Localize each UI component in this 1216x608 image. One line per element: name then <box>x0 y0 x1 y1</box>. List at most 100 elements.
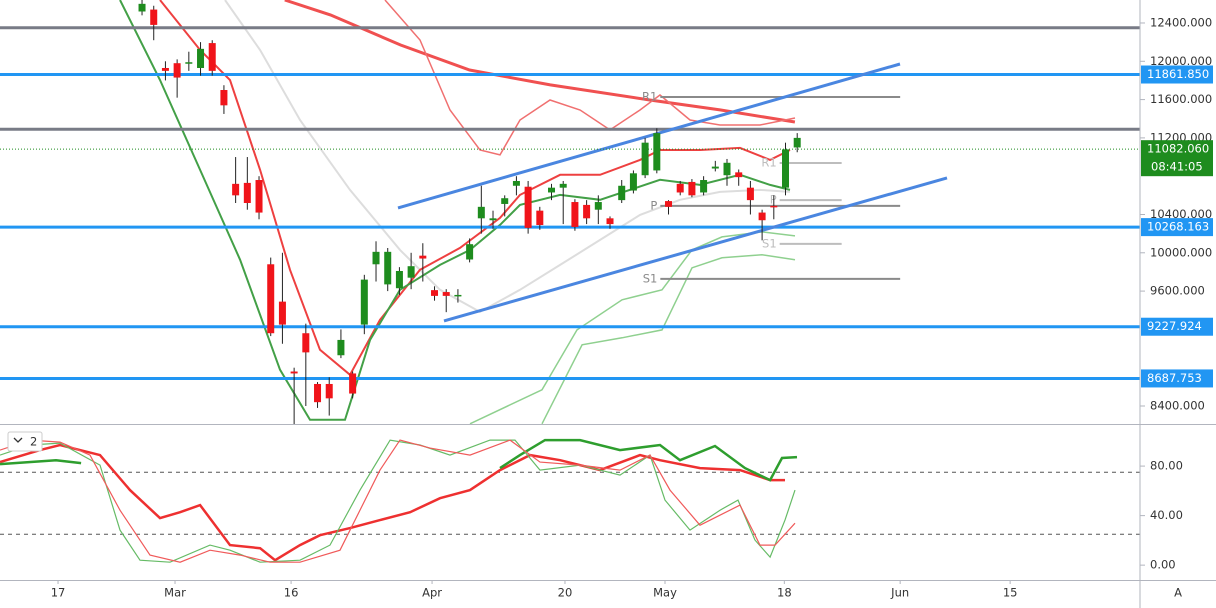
candle-body <box>723 162 731 176</box>
candle-body <box>466 244 474 260</box>
candle-body <box>243 182 251 203</box>
candle-body <box>489 218 497 221</box>
candle-body <box>477 206 485 219</box>
candle-body <box>395 270 403 289</box>
candle-body <box>138 3 146 12</box>
overlay-line <box>541 254 796 424</box>
pivot-label: P <box>770 193 777 207</box>
level-label: 10268.163 <box>1147 220 1209 234</box>
overlay-line <box>159 0 791 377</box>
candle-body <box>161 67 169 71</box>
osc-y-tick-label: 40.00 <box>1150 508 1183 522</box>
overlay-line <box>284 0 796 124</box>
oscillator-line <box>0 439 796 563</box>
candle-body <box>278 301 286 325</box>
y-tick-label: 10400.000 <box>1150 207 1212 221</box>
trendline <box>443 176 948 323</box>
level-label-box <box>1141 369 1213 388</box>
candle-body <box>442 292 450 296</box>
y-tick-label: 10000.000 <box>1150 245 1212 259</box>
x-tick-label: 16 <box>284 586 299 600</box>
overlay-line <box>224 0 791 314</box>
level-label-box <box>1141 218 1213 237</box>
candle-body <box>700 180 708 193</box>
candle-body <box>197 48 205 68</box>
candle-body <box>150 9 158 25</box>
candle-body <box>571 202 579 227</box>
candle-body <box>629 173 637 191</box>
y-tick-label: 12000.000 <box>1150 54 1212 68</box>
osc-y-tick-label: 80.00 <box>1150 459 1183 473</box>
level-label: 8687.753 <box>1147 371 1202 385</box>
level-label: 9227.924 <box>1147 319 1202 333</box>
countdown: 08:41:05 <box>1151 160 1203 174</box>
candle-body <box>337 339 345 356</box>
candle-body <box>325 383 333 399</box>
osc-y-tick-label: 0.00 <box>1150 558 1176 572</box>
x-tick-label: Mar <box>164 586 186 600</box>
x-tick-label: Jun <box>890 586 909 600</box>
overlay-line <box>384 0 796 156</box>
candle-body <box>618 185 626 201</box>
x-tick-label: 15 <box>1003 586 1018 600</box>
candle-body <box>606 218 614 225</box>
legend-chevron[interactable] <box>13 437 23 443</box>
pivot-label: R1 <box>761 155 776 169</box>
y-tick-label: 8400.000 <box>1150 398 1205 412</box>
last-price-label: 11082.060 <box>1147 142 1209 156</box>
oscillator-line <box>0 443 785 562</box>
candle-body <box>208 43 216 71</box>
candle-body <box>536 210 544 226</box>
candle-body <box>641 142 649 176</box>
last-price-box <box>1141 140 1213 177</box>
level-label: 11861.850 <box>1147 67 1209 81</box>
x-tick-label: 17 <box>51 586 66 600</box>
candle-body <box>793 137 801 148</box>
x-tick-label: May <box>653 586 677 600</box>
candle-body <box>676 183 684 193</box>
x-tick-label: 18 <box>777 586 792 600</box>
candle-body <box>735 172 743 178</box>
candle-body <box>501 198 509 204</box>
candle-body <box>419 255 427 259</box>
candle-body <box>220 90 228 106</box>
level-label-box <box>1141 65 1213 84</box>
auto-scale-button[interactable]: A <box>1174 586 1182 600</box>
y-tick-label: 12400.000 <box>1150 15 1212 29</box>
candle-body <box>711 166 719 169</box>
trendline <box>397 62 901 210</box>
candle-body <box>782 149 790 188</box>
legend-label[interactable]: 2 <box>30 435 37 449</box>
candle-body <box>454 294 462 297</box>
pivot-label: R1 <box>642 89 657 103</box>
candle-body <box>758 212 766 221</box>
candle-body <box>431 290 439 296</box>
candle-body <box>360 279 368 325</box>
candle-body <box>653 133 661 171</box>
candle-body <box>185 62 193 64</box>
candle-body <box>173 63 181 78</box>
candle-body <box>688 181 696 196</box>
candle-body <box>583 204 591 219</box>
candle-body <box>407 266 415 278</box>
candle-body <box>594 202 602 210</box>
oscillator-line <box>0 438 798 482</box>
oscillator-pane <box>0 438 1140 563</box>
candle-body <box>232 183 240 196</box>
price-pane: R1 P S1 R1 P S1 <box>0 0 1140 424</box>
candle-body <box>746 187 754 201</box>
candle-body <box>349 373 357 394</box>
x-tick-label: Apr <box>422 586 442 600</box>
candle-body <box>372 251 380 265</box>
candle-body <box>512 180 520 186</box>
level-label-box <box>1141 317 1213 336</box>
y-tick-label: 11600.000 <box>1150 92 1212 106</box>
candle-body <box>255 180 263 213</box>
legend-box[interactable] <box>7 431 43 452</box>
indicator-legend[interactable]: 2 <box>7 431 43 452</box>
candle-body <box>665 201 673 207</box>
candle-body <box>314 383 322 403</box>
